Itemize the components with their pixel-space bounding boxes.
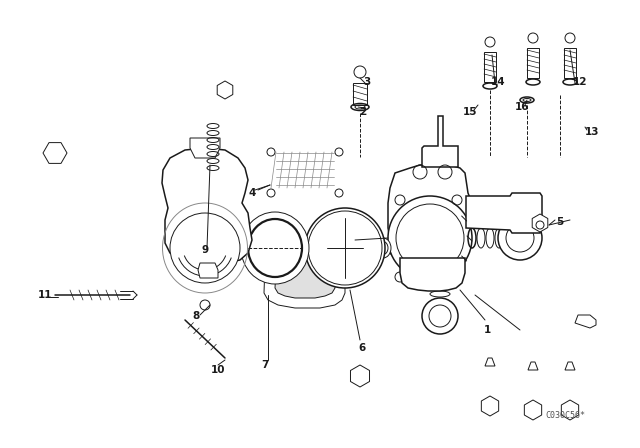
Text: 14: 14 [491, 77, 506, 87]
Polygon shape [532, 214, 548, 232]
Text: 7: 7 [261, 360, 269, 370]
Polygon shape [565, 362, 575, 370]
Polygon shape [528, 362, 538, 370]
Circle shape [422, 298, 458, 334]
Bar [484, 52, 496, 82]
Bar [353, 83, 367, 105]
Polygon shape [198, 263, 218, 278]
Polygon shape [275, 258, 335, 298]
Bar [527, 48, 539, 78]
Polygon shape [524, 400, 541, 420]
Polygon shape [217, 81, 233, 99]
Polygon shape [466, 193, 542, 233]
Ellipse shape [305, 208, 385, 288]
Text: C030C56*: C030C56* [545, 410, 585, 419]
Polygon shape [351, 365, 369, 387]
Circle shape [307, 210, 383, 286]
Circle shape [170, 213, 240, 283]
Text: 4: 4 [248, 188, 256, 198]
Polygon shape [575, 315, 596, 328]
Polygon shape [162, 148, 252, 263]
Polygon shape [264, 248, 345, 308]
Polygon shape [43, 142, 67, 164]
Polygon shape [561, 400, 579, 420]
Text: 8: 8 [193, 311, 200, 321]
Text: 2: 2 [360, 107, 367, 117]
Polygon shape [422, 116, 458, 167]
Circle shape [498, 216, 542, 260]
Ellipse shape [241, 212, 309, 284]
Polygon shape [481, 396, 499, 416]
Text: 9: 9 [202, 245, 209, 255]
Text: 13: 13 [585, 127, 599, 137]
Text: 15: 15 [463, 107, 477, 117]
Polygon shape [400, 258, 465, 291]
Circle shape [388, 196, 472, 280]
Polygon shape [485, 358, 495, 366]
Text: 11: 11 [38, 290, 52, 300]
Text: 6: 6 [358, 343, 365, 353]
Polygon shape [190, 138, 220, 158]
Text: 5: 5 [556, 217, 564, 227]
Text: 16: 16 [515, 102, 529, 112]
Text: 3: 3 [364, 77, 371, 87]
Text: 1: 1 [483, 325, 491, 335]
Text: 10: 10 [211, 365, 225, 375]
Bar [564, 48, 576, 78]
Polygon shape [388, 165, 470, 260]
Ellipse shape [375, 238, 391, 258]
Text: 12: 12 [573, 77, 588, 87]
